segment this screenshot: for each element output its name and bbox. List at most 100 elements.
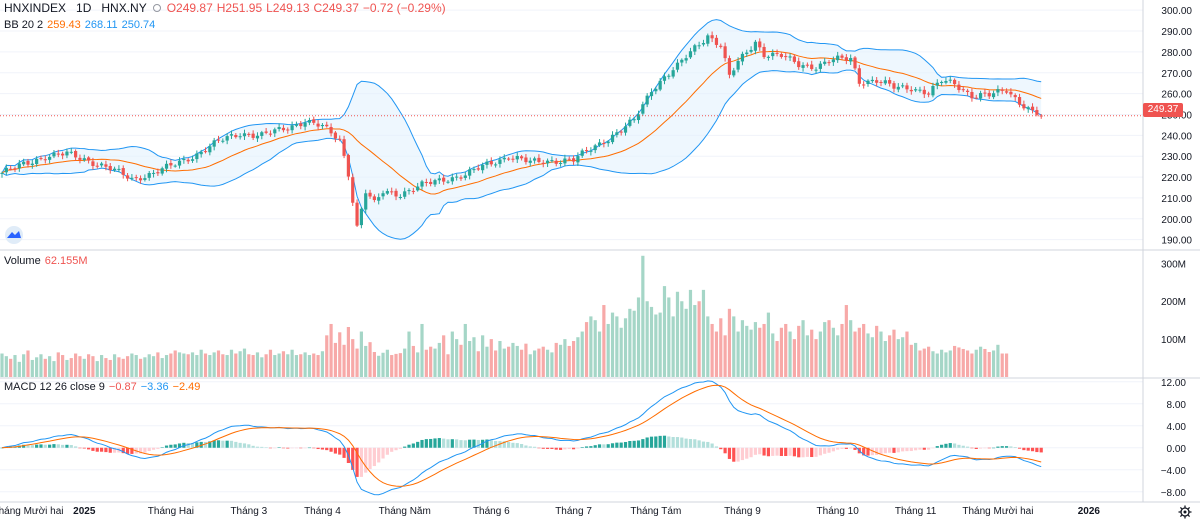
candle-body (788, 56, 792, 58)
macd-histogram-bar (944, 443, 948, 448)
volume-bar (606, 323, 610, 377)
candle (558, 160, 563, 167)
candle-body (498, 159, 502, 164)
volume-bar (987, 352, 991, 377)
volume-bar (953, 345, 957, 377)
volume-bar (892, 329, 896, 377)
macd-histogram-bar (550, 447, 554, 449)
candle-body (749, 49, 753, 52)
candle-body (792, 56, 796, 62)
candle (229, 130, 234, 139)
macd-histogram-bar (532, 446, 537, 448)
candle-body (953, 79, 957, 85)
volume-bar (649, 306, 654, 377)
macd-histogram-bar (30, 445, 34, 448)
volume-bar (965, 350, 970, 377)
volume-bar (368, 342, 372, 377)
volume-bar (78, 356, 82, 377)
volume-bar (48, 356, 52, 377)
symbol-legend[interactable]: HNXINDEX 1D HNX.NY O249.87 H251.95 L249.… (4, 1, 446, 15)
volume-bar (584, 322, 589, 377)
candle-body (636, 114, 641, 121)
candle (355, 199, 359, 227)
volume-bar (957, 347, 961, 377)
macd-histogram-bar (325, 447, 329, 451)
candle (554, 158, 558, 167)
volume-bar (745, 325, 749, 377)
candle (17, 159, 21, 172)
tradingview-logo-icon[interactable] (4, 226, 24, 244)
candle-body (1022, 104, 1026, 109)
candle-body (381, 193, 385, 197)
macd-histogram-bar (896, 447, 900, 453)
candle (99, 161, 104, 168)
candle (914, 87, 918, 93)
candle-body (164, 163, 169, 169)
volume-legend[interactable]: Volume 62.155M (4, 255, 88, 267)
volume-bar (1000, 353, 1004, 377)
candle-body (762, 46, 766, 58)
macd-histogram-bar (909, 447, 913, 452)
volume-bar (134, 355, 138, 377)
macd-histogram-bar (775, 447, 779, 456)
settings-gear-icon[interactable] (1178, 505, 1192, 519)
macd-legend[interactable]: MACD 12 26 close 9 −0.87 −3.36 −2.49 (4, 381, 200, 393)
candle (853, 56, 857, 71)
candle-body (485, 161, 489, 165)
candle (641, 101, 645, 116)
candle-body (818, 63, 822, 69)
candle (1000, 87, 1004, 95)
volume-bar (844, 305, 848, 377)
volume-bar (143, 357, 147, 377)
volume-bar (788, 331, 792, 377)
candle-body (961, 89, 965, 91)
symbol-exchange: HNX.NY (101, 1, 147, 15)
volume-bar (286, 354, 290, 377)
candle-body (719, 45, 723, 47)
candle (108, 163, 112, 174)
candle-body (4, 167, 8, 173)
candle (918, 86, 922, 93)
candle (268, 130, 273, 137)
bb-legend[interactable]: BB 20 2 259.43 268.11 250.74 (4, 19, 155, 31)
candle-body (463, 175, 467, 178)
volume-bar (771, 333, 775, 377)
volume-bar (805, 335, 809, 377)
macd-histogram-bar (827, 447, 831, 453)
candle-body (459, 177, 463, 179)
candle (437, 174, 441, 184)
volume-bar (329, 323, 333, 377)
macd-histogram-bar (368, 447, 372, 470)
volume-bar (281, 351, 286, 377)
time-tick-label: 2026 (1078, 506, 1101, 517)
candle-body (424, 181, 428, 183)
volume-bar (485, 346, 489, 377)
macd-histogram-bar (935, 446, 939, 448)
candle-body (970, 91, 974, 99)
candle-body (255, 135, 260, 139)
price-tick-label: 230.00 (1161, 152, 1192, 163)
volume-bar (17, 361, 21, 377)
candle-body (680, 59, 684, 63)
candle-body (805, 64, 809, 66)
macd-histogram-bar (545, 447, 550, 449)
candle (563, 154, 567, 167)
candle (95, 162, 99, 169)
candle-body (658, 80, 662, 90)
candle (39, 155, 43, 161)
candle (597, 139, 602, 147)
candle (636, 110, 641, 124)
symbol-name: HNXINDEX (4, 1, 67, 15)
candle-body (853, 57, 857, 69)
volume-bar (294, 355, 299, 377)
candle (684, 54, 688, 64)
candle (589, 147, 593, 156)
macd-histogram-bar (169, 444, 173, 448)
candle-body (732, 70, 736, 76)
candle-body (935, 82, 939, 86)
candle (710, 31, 714, 43)
volume-bar (944, 352, 948, 377)
volume-bar (766, 312, 771, 377)
macd-histogram-bar (485, 439, 489, 448)
